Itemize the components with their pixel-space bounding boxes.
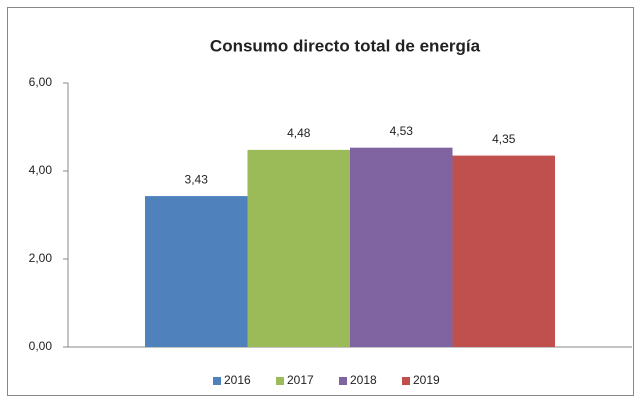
bar [452,155,556,347]
y-tick-label: 0,00 [29,339,53,353]
bar [144,196,248,347]
y-tick-label: 6,00 [29,75,53,89]
legend-label: 2016 [224,373,251,387]
y-tick-label: 4,00 [29,163,53,177]
data-label: 3,43 [185,172,209,186]
legend-swatch [213,377,221,385]
legend-label: 2018 [350,373,377,387]
bar [350,147,453,347]
legend-swatch [402,377,410,385]
data-label: 4,48 [287,126,311,140]
y-tick-label: 2,00 [29,251,53,265]
legend-label: 2017 [287,373,314,387]
chart-title: Consumo directo total de energía [210,36,481,55]
bar [247,149,350,347]
legend-label: 2019 [413,373,440,387]
data-label: 4,53 [390,124,414,138]
legend-swatch [339,377,347,385]
data-label: 4,35 [492,132,516,146]
legend-swatch [276,377,284,385]
